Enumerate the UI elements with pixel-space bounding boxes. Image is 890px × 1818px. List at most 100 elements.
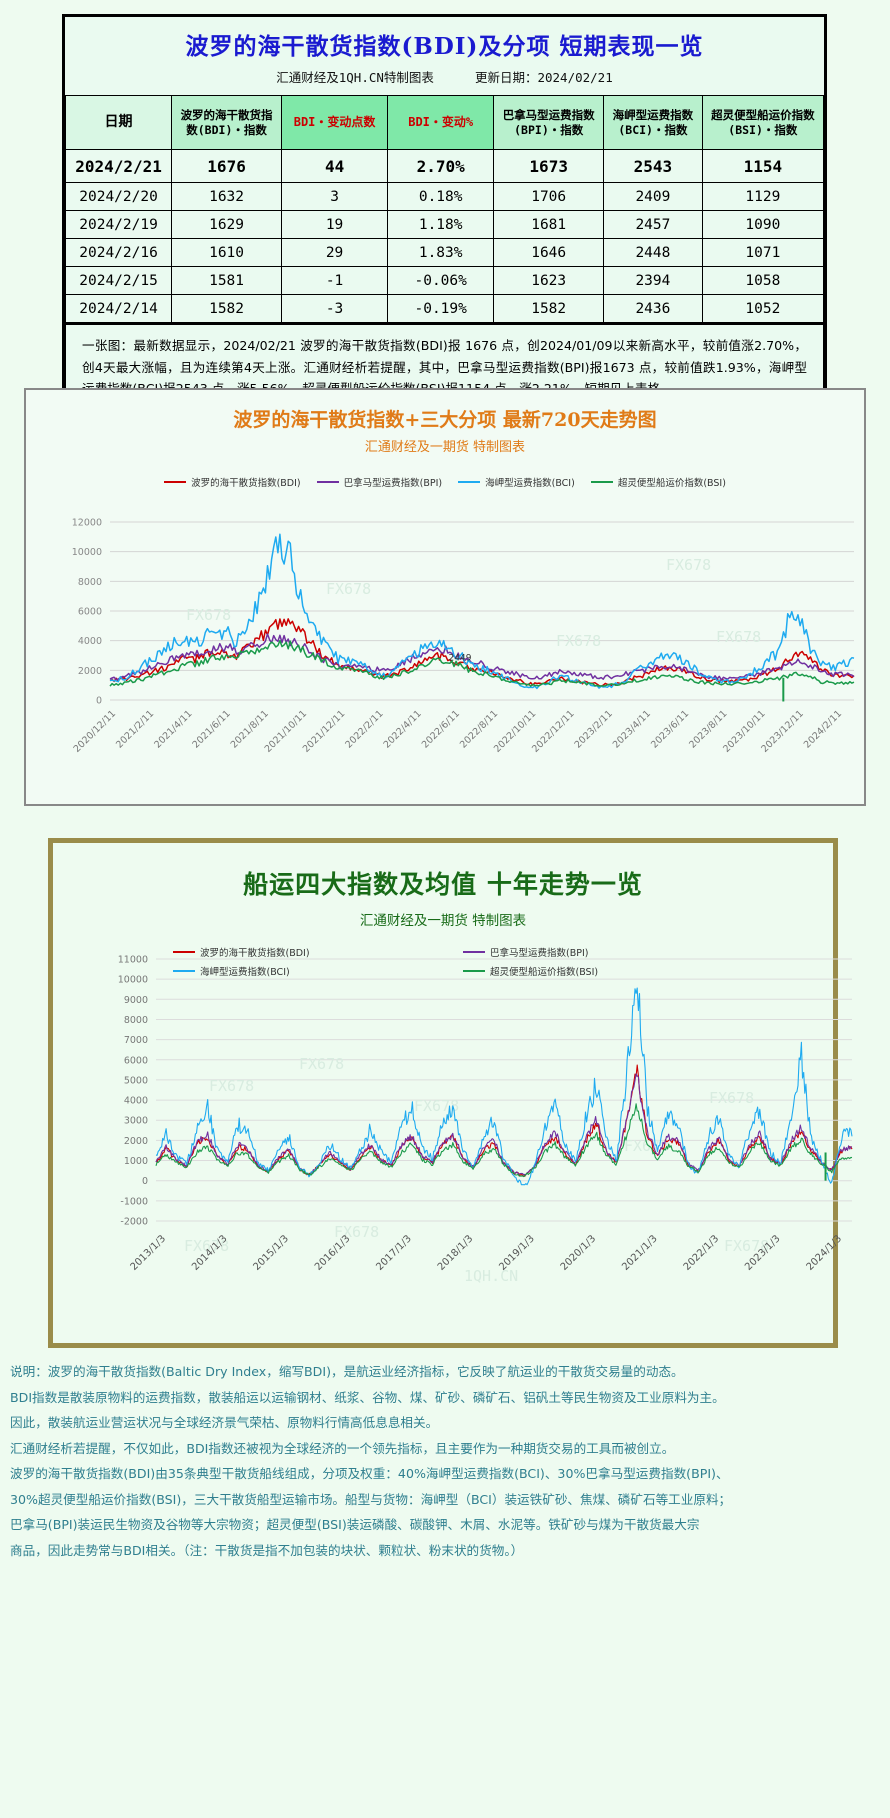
legend-swatch-bdi [164, 480, 187, 484]
svg-text:7000: 7000 [124, 1035, 148, 1046]
legend-label-bdi: 波罗的海干散货指数(BDI) [200, 948, 310, 959]
svg-text:2024/1/3: 2024/1/3 [805, 1233, 845, 1273]
svg-text:6000: 6000 [78, 607, 102, 618]
cell-pct: -0.19% [387, 294, 495, 323]
cell-chg: -1 [281, 266, 389, 295]
svg-text:2023/2/11: 2023/2/11 [573, 708, 615, 750]
footer-line: 巴拿马(BPI)装运民生物资及谷物等大宗物资；超灵便型(BSI)装运磷酸、碳酸钾… [10, 1517, 700, 1533]
chart-720d-plot: 0 2000 4000 6000 8000 10000 12000 FX678 FX678 … [72, 518, 855, 755]
cell-bdi: 1582 [171, 294, 283, 323]
svg-text:2000: 2000 [124, 1136, 148, 1147]
legend-item-bci: 海岬型运费指数(BCI) [173, 964, 423, 978]
table-row: 2024/2/21 1676 44 2.70% 1673 2543 1154 [64, 149, 825, 183]
svg-text:2022/2/11: 2022/2/11 [343, 708, 385, 750]
legend-swatch-bsi [463, 969, 485, 973]
chart-10y-legend: 波罗的海干散货指数(BDI) 巴拿马型运费指数(BPI) 海岬型运费指数(BCI… [173, 945, 713, 978]
table-body: 2024/2/21 1676 44 2.70% 1673 2543 1154 2… [64, 149, 825, 323]
svg-text:1QH.CN: 1QH.CN [464, 1267, 518, 1285]
footer-line: BDI指数是散装原物料的运费指数，散装船运以运输钢材、纸浆、谷物、煤、矿砂、磷矿… [10, 1389, 725, 1405]
cell-pct: 1.18% [387, 210, 495, 239]
cell-bsi: 1071 [701, 238, 825, 267]
chart-10y-y-axis: -2000 -1000 0 1000 2000 3000 4000 5000 6000 7000 8… [118, 955, 148, 1228]
legend-swatch-bci [458, 480, 481, 484]
cell-bsi: 1129 [701, 182, 825, 211]
svg-text:FX678: FX678 [186, 606, 231, 624]
svg-text:2020/1/3: 2020/1/3 [559, 1233, 599, 1273]
svg-text:2016/1/3: 2016/1/3 [313, 1233, 353, 1273]
svg-text:2021/2/11: 2021/2/11 [114, 708, 156, 750]
legend-label-bdi: 波罗的海干散货指数(BDI) [191, 478, 301, 489]
table-row: 2024/2/14 1582 -3 -0.19% 1582 2436 1052 [64, 294, 825, 323]
bdi-table-panel: 波罗的海干散货指数(BDI)及分项 短期表现一览 汇通财经及1QH.CN特制图表… [62, 14, 827, 438]
legend-swatch-bpi [463, 950, 485, 954]
chart-720d-title: 波罗的海干散货指数+三大分项 最新720天走势图 [233, 409, 657, 431]
cell-pct: 0.18% [387, 182, 495, 211]
svg-text:FX678: FX678 [209, 1077, 254, 1095]
table-row: 2024/2/20 1632 3 0.18% 1706 2409 1129 [64, 182, 825, 211]
svg-text:2021/4/11: 2021/4/11 [152, 708, 194, 750]
svg-text:FX678: FX678 [299, 1055, 344, 1073]
cell-bsi: 1052 [701, 294, 825, 323]
cell-date: 2024/2/20 [64, 182, 173, 211]
page-title: 波罗的海干散货指数(BDI)及分项 短期表现一览 [185, 33, 704, 60]
legend-label-bci: 海岬型运费指数(BCI) [485, 478, 575, 489]
svg-text:FX678: FX678 [184, 1237, 229, 1255]
footer-line: 商品，因此走势常与BDI相关。（注：干散货是指不加包装的块状、颗粒状、粉末状的货… [10, 1542, 524, 1558]
svg-text:4000: 4000 [78, 636, 102, 647]
footer-line: 30%超灵便型船运价指数(BSI)，三大干散货船型运输市场。船型与货物：海岬型（… [10, 1491, 732, 1507]
chart-720d-watermarks: FX678 FX678 FX678 FX678 FX678 [186, 556, 761, 650]
cell-bsi: 1058 [701, 266, 825, 295]
cell-bci: 2409 [603, 182, 703, 211]
legend-item-bdi: 波罗的海干散货指数(BDI) [173, 945, 423, 959]
cell-bpi: 1646 [493, 238, 605, 267]
cell-date: 2024/2/19 [64, 210, 173, 239]
legend-item-bdi: 波罗的海干散货指数(BDI) [164, 475, 301, 489]
cell-pct: -0.06% [387, 266, 495, 295]
legend-item-bpi: 巴拿马型运费指数(BPI) [463, 945, 713, 959]
cell-pct: 2.70% [387, 149, 495, 183]
cell-chg: 44 [281, 149, 389, 183]
legend-item-bsi: 超灵便型船运价指数(BSI) [590, 475, 726, 489]
cell-bpi: 1673 [493, 149, 605, 183]
chart-10y-panel: 船运四大指数及均值 十年走势一览 汇通财经及一期货 特制图表 波罗的海干散货指数… [48, 838, 853, 1348]
table-row: 2024/2/15 1581 -1 -0.06% 1623 2394 1058 [64, 266, 825, 295]
legend-label-bpi: 巴拿马型运费指数(BPI) [490, 948, 589, 959]
cell-date: 2024/2/16 [64, 238, 173, 267]
legend-item-bsi: 超灵便型船运价指数(BSI) [463, 964, 713, 978]
svg-text:FX678: FX678 [414, 1097, 459, 1115]
svg-text:2021/1/3: 2021/1/3 [620, 1233, 660, 1273]
svg-text:2022/1/3: 2022/1/3 [682, 1233, 722, 1273]
col-header-bci: 海岬型运费指数 (BCI)・指数 [603, 95, 703, 150]
chart-720d-annotation: 2449 [449, 654, 472, 664]
table-row: 2024/2/16 1610 29 1.83% 1646 2448 1071 [64, 238, 825, 267]
cell-bsi: 1090 [701, 210, 825, 239]
chart-10y-watermarks: FX678 FX678 FX678 FX678 FX678 FX678 FX67… [184, 1055, 769, 1285]
cell-bdi: 1676 [171, 149, 283, 183]
svg-text:-1000: -1000 [120, 1196, 148, 1207]
cell-bci: 2448 [603, 238, 703, 267]
svg-text:12000: 12000 [72, 518, 102, 529]
chart-720d-series [109, 533, 855, 702]
svg-text:5000: 5000 [124, 1075, 148, 1086]
cell-bdi: 1610 [171, 238, 283, 267]
cell-bpi: 1623 [493, 266, 605, 295]
svg-text:2022/4/11: 2022/4/11 [382, 708, 424, 750]
footer-line: 汇通财经析若提醒，不仅如此，BDI指数还被视为全球经济的一个领先指标，且主要作为… [10, 1440, 675, 1456]
chart-10y-plot: -2000 -1000 0 1000 2000 3000 4000 5000 6000 7000 8… [118, 955, 853, 1285]
svg-text:11000: 11000 [118, 955, 148, 966]
table-source-label: 汇通财经及1QH.CN特制图表 [276, 70, 434, 85]
bdi-data-table: 日期 波罗的海干散货指 数(BDI)・指数 BDI・变动点数 BDI・变动% 巴… [64, 95, 825, 323]
cell-bsi: 1154 [701, 149, 825, 183]
svg-text:FX678: FX678 [716, 628, 761, 646]
legend-item-bci: 海岬型运费指数(BCI) [458, 475, 575, 489]
table-update-date: 更新日期：2024/02/21 [474, 70, 613, 85]
chart-720d-panel: 波罗的海干散货指数+三大分项 最新720天走势图 汇通财经及一期货 特制图表 波… [24, 388, 866, 806]
legend-swatch-bsi [590, 480, 613, 484]
svg-text:FX678: FX678 [556, 632, 601, 650]
cell-bci: 2394 [603, 266, 703, 295]
col-header-bdi-change-points: BDI・变动点数 [281, 95, 389, 150]
svg-text:2021/6/11: 2021/6/11 [191, 708, 233, 750]
footer-line: 因此，散装航运业营运状况与全球经济景气荣枯、原物料行情高低息息相关。 [10, 1415, 439, 1431]
table-header-row: 日期 波罗的海干散货指 数(BDI)・指数 BDI・变动点数 BDI・变动% 巴… [64, 95, 825, 150]
cell-bpi: 1681 [493, 210, 605, 239]
